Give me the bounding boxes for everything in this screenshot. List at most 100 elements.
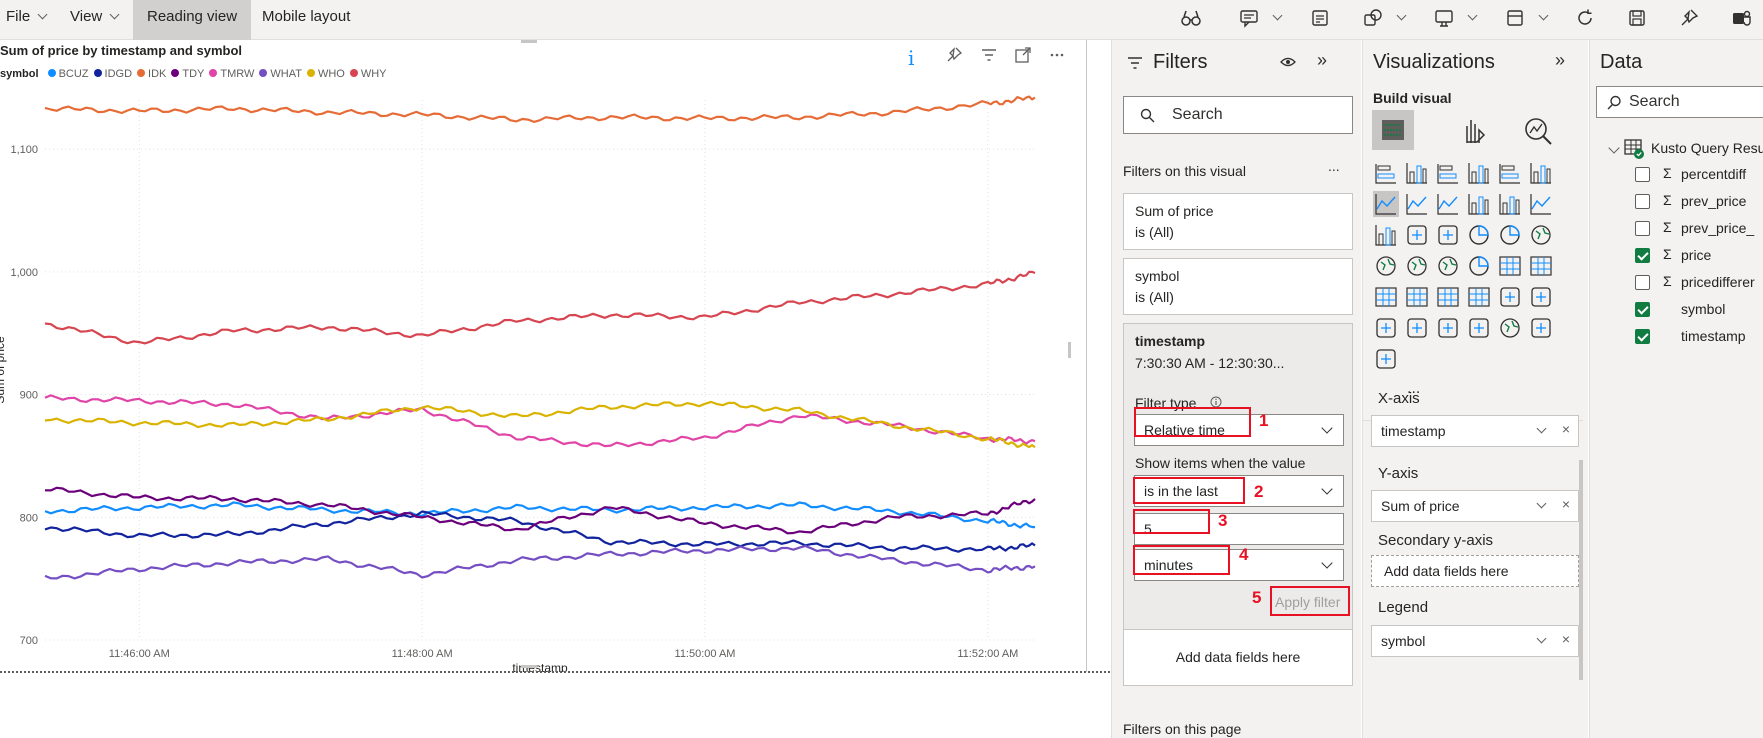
resize-handle-bottom[interactable] bbox=[521, 665, 537, 668]
field-name-price[interactable]: price bbox=[1681, 247, 1712, 263]
series-line-who[interactable] bbox=[44, 400, 1036, 449]
field-name-percentdiff[interactable]: percentdiff bbox=[1681, 166, 1747, 182]
add-data-fields-drop[interactable]: Add data fields here bbox=[1123, 629, 1353, 686]
scrollbar[interactable] bbox=[1579, 460, 1583, 680]
legend-item-tmrw[interactable]: TMRW bbox=[209, 68, 254, 80]
field-name-prev_price[interactable]: prev_price bbox=[1681, 193, 1747, 209]
filter-card-sum-of-price[interactable]: Sum of price is (All) bbox=[1123, 193, 1353, 250]
present-icon[interactable] bbox=[1434, 8, 1454, 28]
resize-handle-top[interactable] bbox=[521, 40, 537, 43]
notes-icon[interactable] bbox=[1310, 8, 1330, 28]
collapse-visualizations-icon[interactable]: » bbox=[1555, 50, 1566, 70]
filter-card-symbol[interactable]: symbol is (All) bbox=[1123, 258, 1353, 315]
condition-dropdown[interactable]: is in the last bbox=[1134, 475, 1344, 507]
chevron-down-icon[interactable] bbox=[1396, 10, 1407, 21]
eye-icon[interactable] bbox=[1280, 55, 1296, 69]
pin-icon[interactable] bbox=[1679, 8, 1699, 28]
save-icon[interactable] bbox=[1627, 8, 1647, 28]
time-unit-dropdown[interactable]: minutes bbox=[1134, 549, 1344, 581]
matrix-icon[interactable] bbox=[1466, 284, 1492, 310]
legend-item-idgd[interactable]: IDGD bbox=[93, 68, 132, 80]
comment-icon[interactable] bbox=[1239, 8, 1259, 28]
power-automate-icon[interactable] bbox=[1373, 346, 1399, 372]
view-menu[interactable]: View bbox=[62, 0, 126, 40]
field-name-symbol[interactable]: symbol bbox=[1681, 301, 1726, 317]
kpi-icon[interactable] bbox=[1373, 284, 1399, 310]
line-and-clustered-column-chart-icon[interactable] bbox=[1497, 191, 1523, 217]
waterfall-chart-icon[interactable] bbox=[1373, 222, 1399, 248]
legend-item-why[interactable]: WHY bbox=[349, 68, 387, 80]
teams-icon[interactable] bbox=[1731, 8, 1751, 28]
field-checkbox[interactable] bbox=[1635, 221, 1650, 236]
pie-chart-icon[interactable] bbox=[1466, 222, 1492, 248]
card-icon[interactable] bbox=[1497, 253, 1523, 279]
remove-icon[interactable]: × bbox=[1561, 631, 1570, 647]
reading-view-button[interactable]: Reading view bbox=[133, 0, 252, 40]
file-menu[interactable]: File bbox=[0, 0, 54, 40]
series-line-what[interactable] bbox=[44, 544, 1036, 580]
series-line-idgd[interactable] bbox=[44, 510, 1036, 553]
series-line-tmrw[interactable] bbox=[44, 394, 1036, 448]
scatter-chart-icon[interactable] bbox=[1435, 222, 1461, 248]
series-line-bcuz[interactable] bbox=[44, 501, 1036, 529]
clustered-bar-chart-icon[interactable] bbox=[1435, 160, 1461, 186]
more-visuals-button[interactable]: ... bbox=[1407, 380, 1421, 397]
chevron-down-icon[interactable] bbox=[1467, 10, 1478, 21]
secondary-y-axis-well[interactable]: Add data fields here bbox=[1371, 555, 1579, 587]
shapes-icon[interactable] bbox=[1363, 8, 1383, 28]
resize-handle-right[interactable] bbox=[1068, 342, 1071, 358]
build-visual-tab[interactable] bbox=[1372, 110, 1414, 150]
field-checkbox[interactable] bbox=[1635, 329, 1650, 344]
chevron-down-icon[interactable] bbox=[1538, 10, 1549, 21]
collapse-filters-icon[interactable]: » bbox=[1317, 50, 1328, 70]
filter-card-timestamp[interactable]: timestamp 7:30:30 AM - 12:30:30... Filte… bbox=[1123, 323, 1353, 659]
stacked-bar-chart-icon[interactable] bbox=[1373, 160, 1399, 186]
stacked-column-chart-icon[interactable] bbox=[1404, 160, 1430, 186]
field-checkbox[interactable] bbox=[1635, 302, 1650, 317]
line-and-column-chart-icon[interactable] bbox=[1466, 191, 1492, 217]
donut-chart-icon[interactable] bbox=[1497, 222, 1523, 248]
stacked-area-chart-icon[interactable] bbox=[1435, 191, 1461, 217]
map-icon[interactable] bbox=[1373, 253, 1399, 279]
layout-icon[interactable] bbox=[1505, 8, 1525, 28]
chevron-down-icon[interactable] bbox=[1536, 633, 1547, 644]
legend-item-what[interactable]: WHAT bbox=[259, 68, 302, 80]
refresh-icon[interactable] bbox=[1575, 8, 1595, 28]
field-name-timestamp[interactable]: timestamp bbox=[1681, 328, 1746, 344]
focus-mode-icon[interactable] bbox=[1014, 46, 1032, 64]
line-chart-icon[interactable] bbox=[1373, 191, 1399, 217]
filters-search-input[interactable]: Search bbox=[1123, 96, 1353, 134]
field-name-pricedifferer[interactable]: pricedifferer bbox=[1681, 274, 1755, 290]
apply-filter-button[interactable]: Apply filter bbox=[1275, 594, 1341, 610]
more-options-icon[interactable] bbox=[1048, 46, 1066, 64]
legend-item-tdy[interactable]: TDY bbox=[171, 68, 204, 80]
gauge-icon[interactable] bbox=[1466, 253, 1492, 279]
slicer-icon[interactable] bbox=[1404, 284, 1430, 310]
remove-icon[interactable]: × bbox=[1561, 496, 1570, 512]
chevron-down-icon[interactable] bbox=[1272, 10, 1283, 21]
clustered-column-chart-icon[interactable] bbox=[1466, 160, 1492, 186]
analytics-icon[interactable] bbox=[1523, 116, 1553, 146]
decomposition-tree-icon[interactable] bbox=[1497, 284, 1523, 310]
smart-narrative-icon[interactable] bbox=[1404, 315, 1430, 341]
series-line-why[interactable] bbox=[44, 270, 1036, 345]
table-name[interactable]: Kusto Query Resu bbox=[1651, 140, 1763, 156]
azure-map-icon[interactable] bbox=[1435, 253, 1461, 279]
series-line-tdy[interactable] bbox=[44, 486, 1036, 535]
field-checkbox[interactable] bbox=[1635, 275, 1650, 290]
field-checkbox[interactable] bbox=[1635, 194, 1650, 209]
power-apps-icon[interactable] bbox=[1528, 315, 1554, 341]
remove-icon[interactable]: × bbox=[1561, 421, 1570, 437]
field-checkbox[interactable] bbox=[1635, 167, 1650, 182]
metrics-icon[interactable] bbox=[1435, 315, 1461, 341]
field-checkbox[interactable] bbox=[1635, 248, 1650, 263]
qa-icon[interactable] bbox=[1373, 315, 1399, 341]
ribbon-chart-icon[interactable] bbox=[1528, 191, 1554, 217]
binoculars-icon[interactable] bbox=[1181, 8, 1201, 28]
chevron-down-icon[interactable] bbox=[1536, 423, 1547, 434]
filter-type-dropdown[interactable]: Relative time bbox=[1134, 414, 1344, 446]
chevron-down-icon[interactable] bbox=[1536, 498, 1547, 509]
treemap-icon[interactable] bbox=[1528, 222, 1554, 248]
format-visual-icon[interactable] bbox=[1459, 116, 1489, 146]
legend-item-idk[interactable]: IDK bbox=[137, 68, 166, 80]
